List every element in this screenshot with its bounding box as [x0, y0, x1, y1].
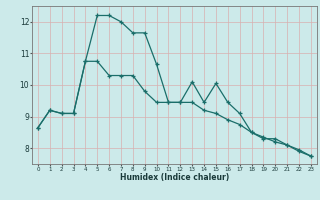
X-axis label: Humidex (Indice chaleur): Humidex (Indice chaleur): [120, 173, 229, 182]
